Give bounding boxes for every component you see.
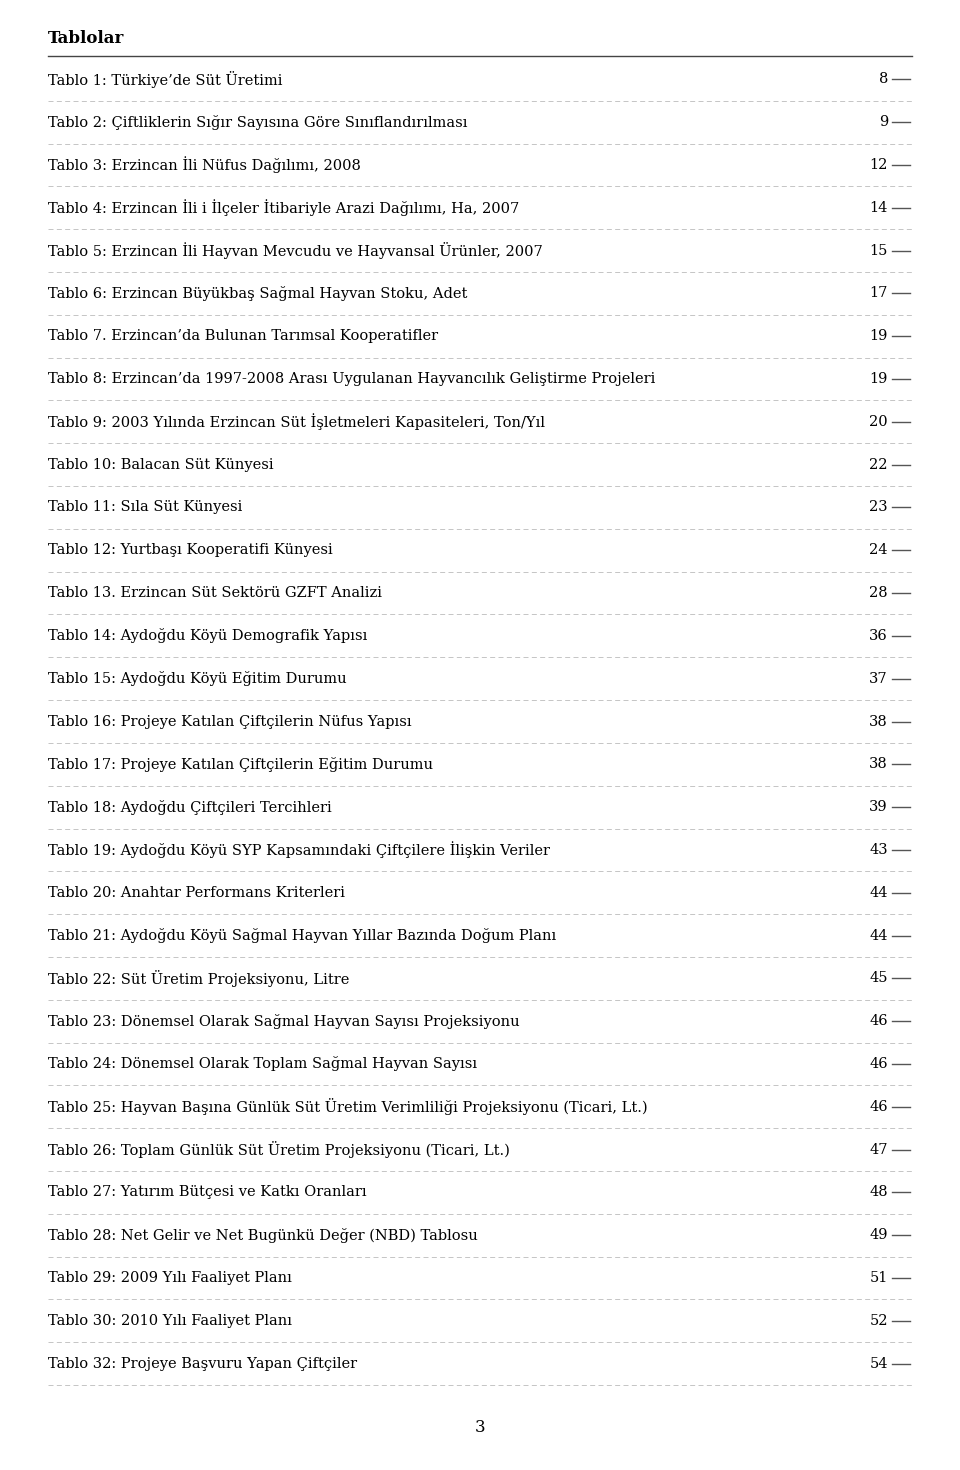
Text: 38: 38 [869, 714, 888, 729]
Text: Tablo 29: 2009 Yılı Faaliyet Planı: Tablo 29: 2009 Yılı Faaliyet Planı [48, 1272, 292, 1285]
Text: Tablo 24: Dönemsel Olarak Toplam Sağmal Hayvan Sayısı: Tablo 24: Dönemsel Olarak Toplam Sağmal … [48, 1057, 477, 1072]
Text: 54: 54 [870, 1357, 888, 1370]
Text: 24: 24 [870, 544, 888, 557]
Text: Tablo 23: Dönemsel Olarak Sağmal Hayvan Sayısı Projeksiyonu: Tablo 23: Dönemsel Olarak Sağmal Hayvan … [48, 1014, 519, 1029]
Text: 36: 36 [869, 629, 888, 642]
Text: Tablo 2: Çiftliklerin Sığır Sayısına Göre Sınıflandırılması: Tablo 2: Çiftliklerin Sığır Sayısına Gör… [48, 115, 468, 129]
Text: Tablo 14: Aydoğdu Köyü Demografik Yapısı: Tablo 14: Aydoğdu Köyü Demografik Yapısı [48, 628, 368, 644]
Text: 38: 38 [869, 757, 888, 772]
Text: Tablo 3: Erzincan İli Nüfus Dağılımı, 2008: Tablo 3: Erzincan İli Nüfus Dağılımı, 20… [48, 157, 361, 173]
Text: Tablo 26: Toplam Günlük Süt Üretim Projeksiyonu (Ticari, Lt.): Tablo 26: Toplam Günlük Süt Üretim Proje… [48, 1141, 510, 1158]
Text: Tablo 28: Net Gelir ve Net Bugünkü Değer (NBD) Tablosu: Tablo 28: Net Gelir ve Net Bugünkü Değer… [48, 1227, 478, 1242]
Text: 22: 22 [870, 457, 888, 472]
Text: Tablo 8: Erzincan’da 1997-2008 Arası Uygulanan Hayvancılık Geliştirme Projeleri: Tablo 8: Erzincan’da 1997-2008 Arası Uyg… [48, 372, 656, 387]
Text: Tablo 4: Erzincan İli i İlçeler İtibariyle Arazi Dağılımı, Ha, 2007: Tablo 4: Erzincan İli i İlçeler İtibariy… [48, 200, 519, 216]
Text: 52: 52 [870, 1314, 888, 1327]
Text: 44: 44 [870, 886, 888, 900]
Text: 46: 46 [870, 1014, 888, 1028]
Text: 46: 46 [870, 1057, 888, 1072]
Text: 46: 46 [870, 1100, 888, 1114]
Text: Tablo 21: Aydoğdu Köyü Sağmal Hayvan Yıllar Bazında Doğum Planı: Tablo 21: Aydoğdu Köyü Sağmal Hayvan Yıl… [48, 928, 556, 944]
Text: 19: 19 [870, 329, 888, 343]
Text: Tablo 25: Hayvan Başına Günlük Süt Üretim Verimliliği Projeksiyonu (Ticari, Lt.): Tablo 25: Hayvan Başına Günlük Süt Üreti… [48, 1098, 648, 1116]
Text: 23: 23 [870, 500, 888, 514]
Text: 37: 37 [870, 672, 888, 685]
Text: Tablo 22: Süt Üretim Projeksiyonu, Litre: Tablo 22: Süt Üretim Projeksiyonu, Litre [48, 970, 349, 986]
Text: Tablo 5: Erzincan İli Hayvan Mevcudu ve Hayvansal Ürünler, 2007: Tablo 5: Erzincan İli Hayvan Mevcudu ve … [48, 243, 542, 259]
Text: Tablo 30: 2010 Yılı Faaliyet Planı: Tablo 30: 2010 Yılı Faaliyet Planı [48, 1314, 292, 1327]
Text: 14: 14 [870, 201, 888, 215]
Text: Tablo 19: Aydoğdu Köyü SYP Kapsamındaki Çiftçilere İlişkin Veriler: Tablo 19: Aydoğdu Köyü SYP Kapsamındaki … [48, 841, 550, 858]
Text: Tablolar: Tablolar [48, 29, 125, 47]
Text: Tablo 20: Anahtar Performans Kriterleri: Tablo 20: Anahtar Performans Kriterleri [48, 886, 345, 900]
Text: 51: 51 [870, 1272, 888, 1285]
Text: Tablo 7. Erzincan’da Bulunan Tarımsal Kooperatifler: Tablo 7. Erzincan’da Bulunan Tarımsal Ko… [48, 329, 438, 343]
Text: 44: 44 [870, 929, 888, 942]
Text: 19: 19 [870, 372, 888, 387]
Text: 49: 49 [870, 1227, 888, 1242]
Text: 12: 12 [870, 157, 888, 172]
Text: 39: 39 [870, 800, 888, 814]
Text: Tablo 6: Erzincan Büyükbaş Sağmal Hayvan Stoku, Adet: Tablo 6: Erzincan Büyükbaş Sağmal Hayvan… [48, 287, 468, 301]
Text: Tablo 1: Türkiye’de Süt Üretimi: Tablo 1: Türkiye’de Süt Üretimi [48, 71, 282, 88]
Text: 20: 20 [870, 415, 888, 429]
Text: 8: 8 [878, 72, 888, 87]
Text: 43: 43 [870, 842, 888, 857]
Text: 48: 48 [870, 1185, 888, 1200]
Text: 47: 47 [870, 1142, 888, 1157]
Text: Tablo 9: 2003 Yılında Erzincan Süt İşletmeleri Kapasiteleri, Ton/Yıl: Tablo 9: 2003 Yılında Erzincan Süt İşlet… [48, 413, 545, 431]
Text: Tablo 17: Projeye Katılan Çiftçilerin Eğitim Durumu: Tablo 17: Projeye Katılan Çiftçilerin Eğ… [48, 757, 433, 772]
Text: Tablo 11: Sıla Süt Künyesi: Tablo 11: Sıla Süt Künyesi [48, 500, 242, 514]
Text: Tablo 15: Aydoğdu Köyü Eğitim Durumu: Tablo 15: Aydoğdu Köyü Eğitim Durumu [48, 672, 347, 686]
Text: Tablo 18: Aydoğdu Çiftçileri Tercihleri: Tablo 18: Aydoğdu Çiftçileri Tercihleri [48, 800, 332, 814]
Text: Tablo 27: Yatırım Bütçesi ve Katkı Oranları: Tablo 27: Yatırım Bütçesi ve Katkı Oranl… [48, 1185, 367, 1200]
Text: Tablo 32: Projeye Başvuru Yapan Çiftçiler: Tablo 32: Projeye Başvuru Yapan Çiftçile… [48, 1357, 357, 1370]
Text: 45: 45 [870, 972, 888, 985]
Text: 28: 28 [870, 587, 888, 600]
Text: 17: 17 [870, 287, 888, 300]
Text: Tablo 13. Erzincan Süt Sektörü GZFT Analizi: Tablo 13. Erzincan Süt Sektörü GZFT Anal… [48, 587, 382, 600]
Text: 9: 9 [878, 115, 888, 129]
Text: Tablo 12: Yurtbaşı Kooperatifi Künyesi: Tablo 12: Yurtbaşı Kooperatifi Künyesi [48, 544, 333, 557]
Text: Tablo 10: Balacan Süt Künyesi: Tablo 10: Balacan Süt Künyesi [48, 457, 274, 472]
Text: Tablo 16: Projeye Katılan Çiftçilerin Nüfus Yapısı: Tablo 16: Projeye Katılan Çiftçilerin Nü… [48, 714, 412, 729]
Text: 15: 15 [870, 244, 888, 257]
Text: 3: 3 [474, 1420, 486, 1436]
